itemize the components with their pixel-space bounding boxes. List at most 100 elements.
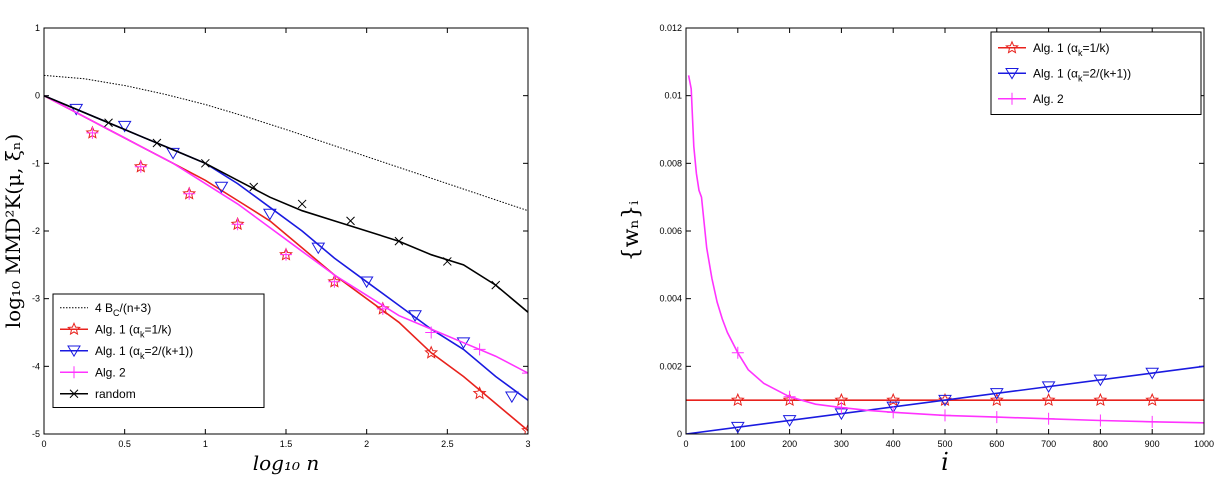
x-tick-label: 200: [782, 439, 797, 449]
data-point: [1146, 415, 1159, 428]
x-tick-label: 2.5: [441, 439, 454, 449]
legend-label-subscript: k: [140, 329, 145, 339]
data-point: [86, 126, 99, 139]
data-point: [456, 337, 471, 350]
legend-label-subscript: k: [140, 351, 145, 361]
legend-marker: [67, 322, 81, 336]
data-point: [1093, 392, 1108, 407]
x-tick-label: 1.5: [280, 439, 293, 449]
legend-label-rest: =1/k): [1082, 41, 1109, 55]
legend-label: Alg. 1 (αk=2/(k+1)): [95, 344, 193, 361]
legend-entry: Alg. 2: [998, 92, 1064, 106]
y-tick-label: 0: [35, 91, 40, 101]
legend-label-main: Alg. 2: [1033, 92, 1064, 106]
series-line: [44, 74, 528, 212]
data-point: [522, 367, 528, 380]
data-point: [166, 147, 180, 160]
data-point: [886, 392, 901, 407]
legend-label-main: 4 B: [95, 301, 113, 315]
data-point: [376, 302, 389, 315]
data-point: [69, 103, 84, 116]
data-point: [835, 401, 848, 414]
data-point: [1041, 381, 1056, 394]
data-point: [887, 406, 900, 419]
x-tick-label: 800: [1093, 439, 1108, 449]
legend-label-rest: =1/k): [144, 322, 171, 336]
data-point: [249, 182, 259, 192]
data-point: [783, 390, 796, 403]
data-point: [491, 280, 501, 290]
data-point: [214, 181, 229, 194]
x-tick-label: 900: [1145, 439, 1160, 449]
data-point: [1093, 374, 1108, 387]
legend-marker: [68, 366, 80, 379]
y-tick-label: -4: [32, 361, 40, 371]
legend-entry: Alg. 1 (αk=2/(k+1)): [60, 344, 193, 361]
y-axis-label: log₁₀ MMD²K(μ, ξₙ): [1, 134, 25, 329]
data-point: [442, 257, 452, 266]
x-tick-label: 600: [989, 439, 1004, 449]
y-tick-label: -5: [32, 429, 40, 439]
data-point: [1041, 392, 1056, 407]
data-point: [1145, 367, 1160, 380]
legend: 4 BC/(n+3) Alg. 1 (αk=1/k) Alg. 1 (αk=2/(k…: [52, 293, 265, 408]
y-tick-label: 0: [677, 429, 682, 439]
legend-entry: Alg. 1 (αk=2/(k+1)): [998, 66, 1131, 83]
data-point: [990, 411, 1003, 424]
data-point: [782, 415, 797, 427]
data-point: [504, 391, 519, 404]
legend-label-subscript: k: [1078, 73, 1083, 83]
data-point: [989, 392, 1004, 407]
legend-marker: [69, 389, 79, 399]
data-point: [521, 423, 528, 434]
data-point: [473, 343, 486, 356]
legend-label: Alg. 2: [95, 365, 126, 379]
chart-mmd-vs-n: 0 0.5 1 1.5 2 2.5 3 1 0 -1 -2 -3 -4 -5 log₁₀ n log₁₀ MM…: [1, 23, 531, 475]
x-tick-label: 500: [937, 439, 952, 449]
x-tick-label: 0.5: [118, 439, 131, 449]
legend-label-rest: /(n+3): [120, 301, 152, 315]
x-tick-label: 300: [834, 439, 849, 449]
legend-marker: [1005, 67, 1019, 80]
data-point: [359, 276, 374, 289]
data-point: [886, 401, 901, 414]
y-tick-label: -3: [32, 294, 40, 304]
legend-label-main: random: [95, 387, 136, 401]
legend-marker: [67, 345, 81, 358]
data-point: [346, 216, 355, 226]
legend-entry: Alg. 1 (αk=1/k): [60, 322, 171, 339]
legend-label-subscript: C: [113, 308, 120, 318]
y-tick-label: -1: [32, 158, 40, 168]
y-tick-label: 1: [35, 23, 40, 33]
data-point: [408, 310, 422, 322]
legend-label: Alg. 2: [1033, 92, 1064, 106]
y-tick-label: 0.006: [659, 226, 682, 236]
data-point: [425, 326, 438, 339]
series-line: [44, 94, 528, 374]
series-line: [686, 365, 1204, 434]
data-point: [231, 218, 244, 231]
data-point: [152, 138, 162, 148]
data-point: [104, 118, 113, 128]
data-point: [730, 421, 745, 434]
data-point: [1145, 392, 1160, 407]
x-tick-label: 100: [730, 439, 745, 449]
data-point: [472, 386, 487, 400]
legend: Alg. 1 (αk=1/k) Alg. 1 (αk=2/(k+1)) Alg. 2: [990, 31, 1202, 115]
data-point: [280, 248, 292, 261]
data-point: [183, 187, 196, 200]
x-tick-label: 0: [683, 439, 688, 449]
series-4: [44, 94, 528, 313]
plot-frame: [43, 27, 529, 435]
x-tick-label: 400: [886, 439, 901, 449]
x-tick-label: 1: [203, 439, 208, 449]
legend-entry: random: [60, 387, 136, 401]
data-point: [134, 160, 147, 173]
legend-box: [52, 293, 265, 408]
legend-label: 4 BC/(n+3): [95, 301, 151, 318]
legend-entry: Alg. 1 (αk=1/k): [998, 40, 1109, 58]
data-point: [297, 199, 307, 209]
y-tick-label: 0.008: [659, 158, 682, 168]
data-point: [939, 409, 951, 422]
